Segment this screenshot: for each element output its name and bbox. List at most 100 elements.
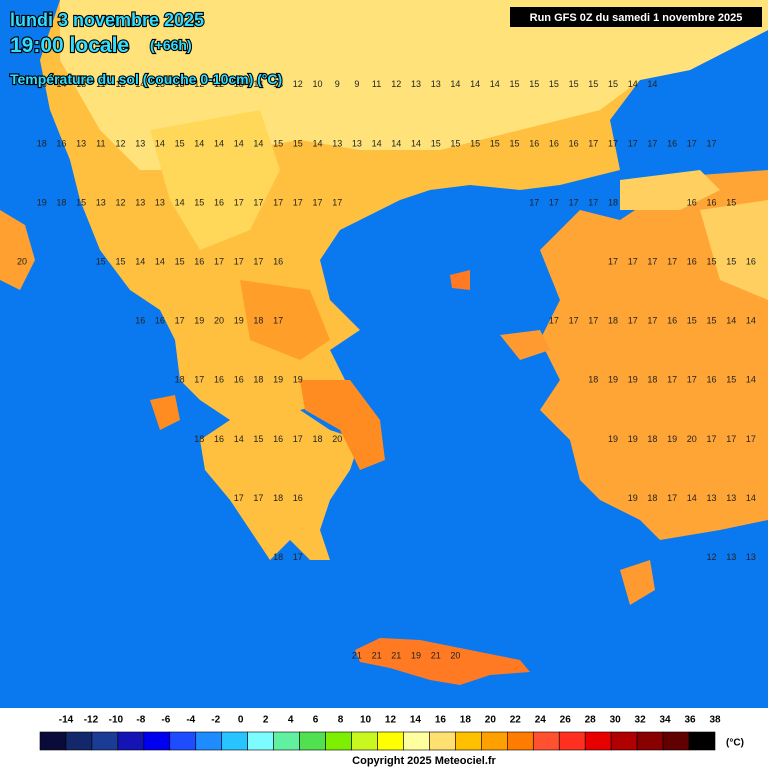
map-value: 13: [234, 79, 244, 89]
map-value: 15: [588, 79, 598, 89]
map-value: 14: [135, 256, 145, 266]
map-value: 15: [706, 316, 716, 326]
map-value: 17: [706, 434, 716, 444]
map-value: 17: [332, 197, 342, 207]
map-value: 13: [155, 79, 165, 89]
scale-label: 22: [510, 715, 522, 726]
map-value: 17: [608, 256, 618, 266]
map-value: 17: [608, 138, 618, 148]
map-value: 13: [175, 79, 185, 89]
map-value: 14: [687, 493, 697, 503]
map-value: 15: [687, 316, 697, 326]
map-value: 12: [293, 79, 303, 89]
scale-swatch: [610, 731, 638, 751]
scale-swatch: [403, 731, 430, 751]
scale-swatch: [507, 731, 534, 751]
map-value: 18: [194, 434, 204, 444]
scale-swatch: [325, 731, 352, 751]
map-value: 18: [273, 552, 283, 562]
map-value: 15: [509, 79, 519, 89]
map-value: 15: [569, 79, 579, 89]
map-value: 13: [706, 493, 716, 503]
scale-swatch: [39, 731, 67, 751]
map-value: 17: [687, 138, 697, 148]
map-value: 11: [96, 79, 105, 89]
map-value: 15: [726, 375, 736, 385]
map-value: 16: [214, 434, 224, 444]
scale-label: 18: [460, 715, 472, 726]
map-value: 12: [115, 79, 125, 89]
map-value: 18: [312, 434, 322, 444]
scale-label: 16: [435, 715, 447, 726]
map-value: 15: [529, 79, 539, 89]
map-value: 15: [431, 138, 441, 148]
map-value: 18: [608, 316, 618, 326]
map-value: 15: [96, 256, 106, 266]
map-value: 17: [529, 197, 539, 207]
map-value: 13: [96, 197, 106, 207]
scale-swatch: [688, 731, 716, 751]
map-value: 16: [687, 256, 697, 266]
map-value: 17: [234, 197, 244, 207]
scale-label: 8: [338, 715, 344, 726]
scale-swatch: [117, 731, 145, 751]
map-value: 14: [234, 138, 244, 148]
map-value: 15: [253, 434, 263, 444]
map-value: 17: [312, 197, 322, 207]
map-value: 18: [56, 197, 66, 207]
map-value: 19: [628, 493, 638, 503]
map-value: 15: [726, 256, 736, 266]
map-value: 17: [569, 316, 579, 326]
map-value: 17: [293, 197, 303, 207]
map-value: 13: [726, 552, 736, 562]
map-value: 18: [608, 197, 618, 207]
scale-label: 10: [360, 715, 372, 726]
map-value: 17: [234, 256, 244, 266]
scale-swatch: [65, 731, 93, 751]
scale-swatch: [247, 731, 274, 751]
map-value: 10: [312, 79, 322, 89]
map-value: 17: [588, 316, 598, 326]
map-value: 15: [76, 197, 86, 207]
map-value: 21: [431, 650, 441, 660]
map-value: 15: [490, 138, 500, 148]
scale-label: -10: [109, 715, 124, 726]
map-value: 13: [332, 138, 342, 148]
map-value: 17: [628, 256, 638, 266]
run-label: Run GFS 0Z du samedi 1 novembre 2025: [530, 12, 743, 24]
map-value: 11: [372, 79, 381, 89]
scale-swatch: [481, 731, 508, 751]
scale-swatch: [143, 731, 171, 751]
scale-label: 34: [660, 715, 672, 726]
map-value: 19: [194, 316, 204, 326]
map-value: 14: [372, 138, 382, 148]
map-value: 13: [76, 138, 86, 148]
map-value: 17: [647, 316, 657, 326]
land-crete: [355, 638, 530, 685]
map-value: 18: [647, 493, 657, 503]
scale-label: -14: [59, 715, 74, 726]
scale-swatch: [558, 731, 586, 751]
scale-label: -4: [186, 715, 195, 726]
map-value: 17: [647, 256, 657, 266]
scale-swatch: [429, 731, 456, 751]
time: 19:00 locale: [10, 34, 129, 57]
map-value: 18: [647, 375, 657, 385]
map-value: 20: [687, 434, 697, 444]
map-value: 19: [234, 316, 244, 326]
map-value: 17: [746, 434, 756, 444]
map-value: 15: [115, 256, 125, 266]
map-value: 19: [608, 375, 618, 385]
scale-label: 24: [535, 715, 547, 726]
map-value: 18: [253, 316, 263, 326]
map-value: 13: [76, 79, 86, 89]
map-value: 12: [391, 79, 401, 89]
map-value: 11: [96, 138, 105, 148]
map-value: 14: [746, 493, 756, 503]
map-value: 20: [450, 650, 460, 660]
scale-swatch: [662, 731, 690, 751]
map-value: 16: [194, 256, 204, 266]
map-value: 9: [354, 79, 359, 89]
land-anatolia: [700, 200, 768, 300]
map-value: 16: [273, 434, 283, 444]
